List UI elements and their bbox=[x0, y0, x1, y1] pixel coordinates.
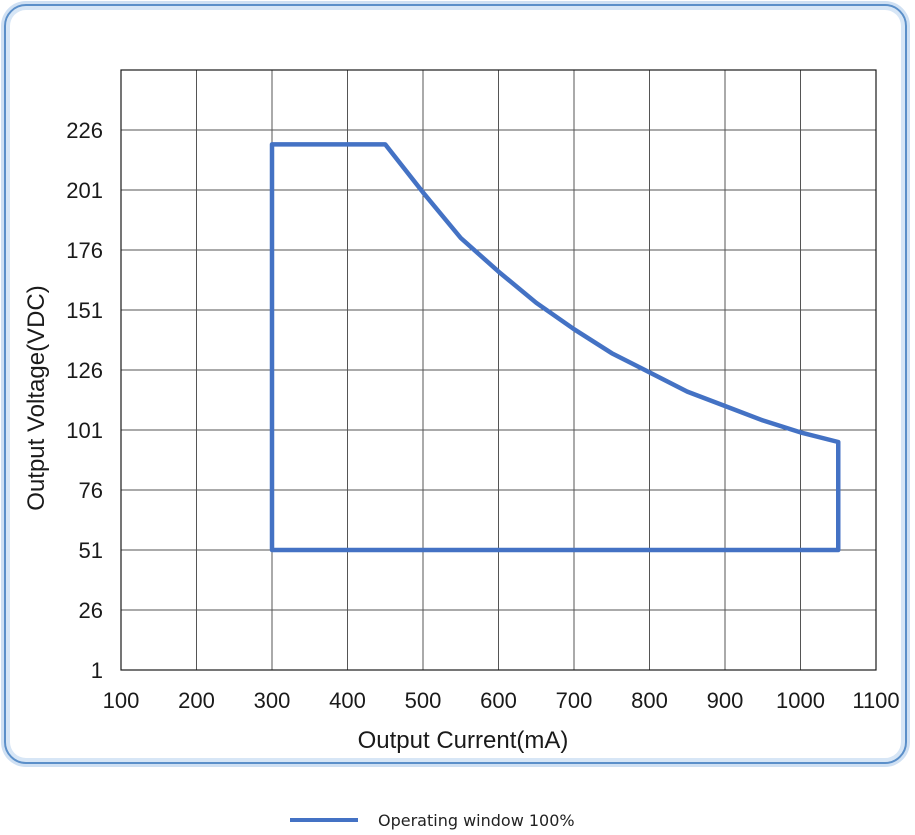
x-tick-label: 400 bbox=[329, 688, 366, 713]
y-tick-label: 101 bbox=[66, 418, 103, 443]
y-tick-label: 176 bbox=[66, 238, 103, 263]
x-tick-label: 500 bbox=[405, 688, 442, 713]
legend-swatch bbox=[290, 818, 358, 822]
y-tick-label: 1 bbox=[91, 658, 103, 683]
y-tick-label: 126 bbox=[66, 358, 103, 383]
plot-area-border bbox=[120, 69, 877, 671]
y-tick-label: 51 bbox=[79, 538, 103, 563]
series-operating-window-line bbox=[269, 142, 841, 553]
x-tick-label: 600 bbox=[480, 688, 517, 713]
x-tick-label: 1100 bbox=[852, 688, 899, 713]
series-layer bbox=[269, 142, 841, 553]
x-tick-label: 100 bbox=[103, 688, 140, 713]
x-axis-ticks: 100 200 300 400 500 600 700 800 900 1000 1100 bbox=[103, 688, 900, 713]
x-axis-label: Output Current(mA) bbox=[358, 727, 569, 754]
x-tick-label: 200 bbox=[178, 688, 215, 713]
y-tick-label: 201 bbox=[66, 178, 103, 203]
chart-legend: Operating window 100% bbox=[290, 808, 575, 832]
x-tick-label: 700 bbox=[556, 688, 593, 713]
y-tick-label: 76 bbox=[79, 478, 103, 503]
x-tick-label: 900 bbox=[707, 688, 744, 713]
x-tick-label: 1000 bbox=[776, 688, 825, 713]
chart-svg: 100 200 300 400 500 600 700 800 900 1000 1100 1265… bbox=[23, 69, 900, 754]
legend-label: Operating window 100% bbox=[378, 810, 575, 830]
y-tick-label: 151 bbox=[66, 298, 103, 323]
x-tick-label: 300 bbox=[254, 688, 291, 713]
y-tick-label: 26 bbox=[79, 598, 103, 623]
chart-frame bbox=[4, 4, 907, 764]
chart-grid bbox=[120, 69, 877, 671]
y-axis-label: Output Voltage(VDC) bbox=[23, 285, 50, 510]
y-tick-label: 226 bbox=[66, 118, 103, 143]
x-tick-label: 800 bbox=[631, 688, 668, 713]
